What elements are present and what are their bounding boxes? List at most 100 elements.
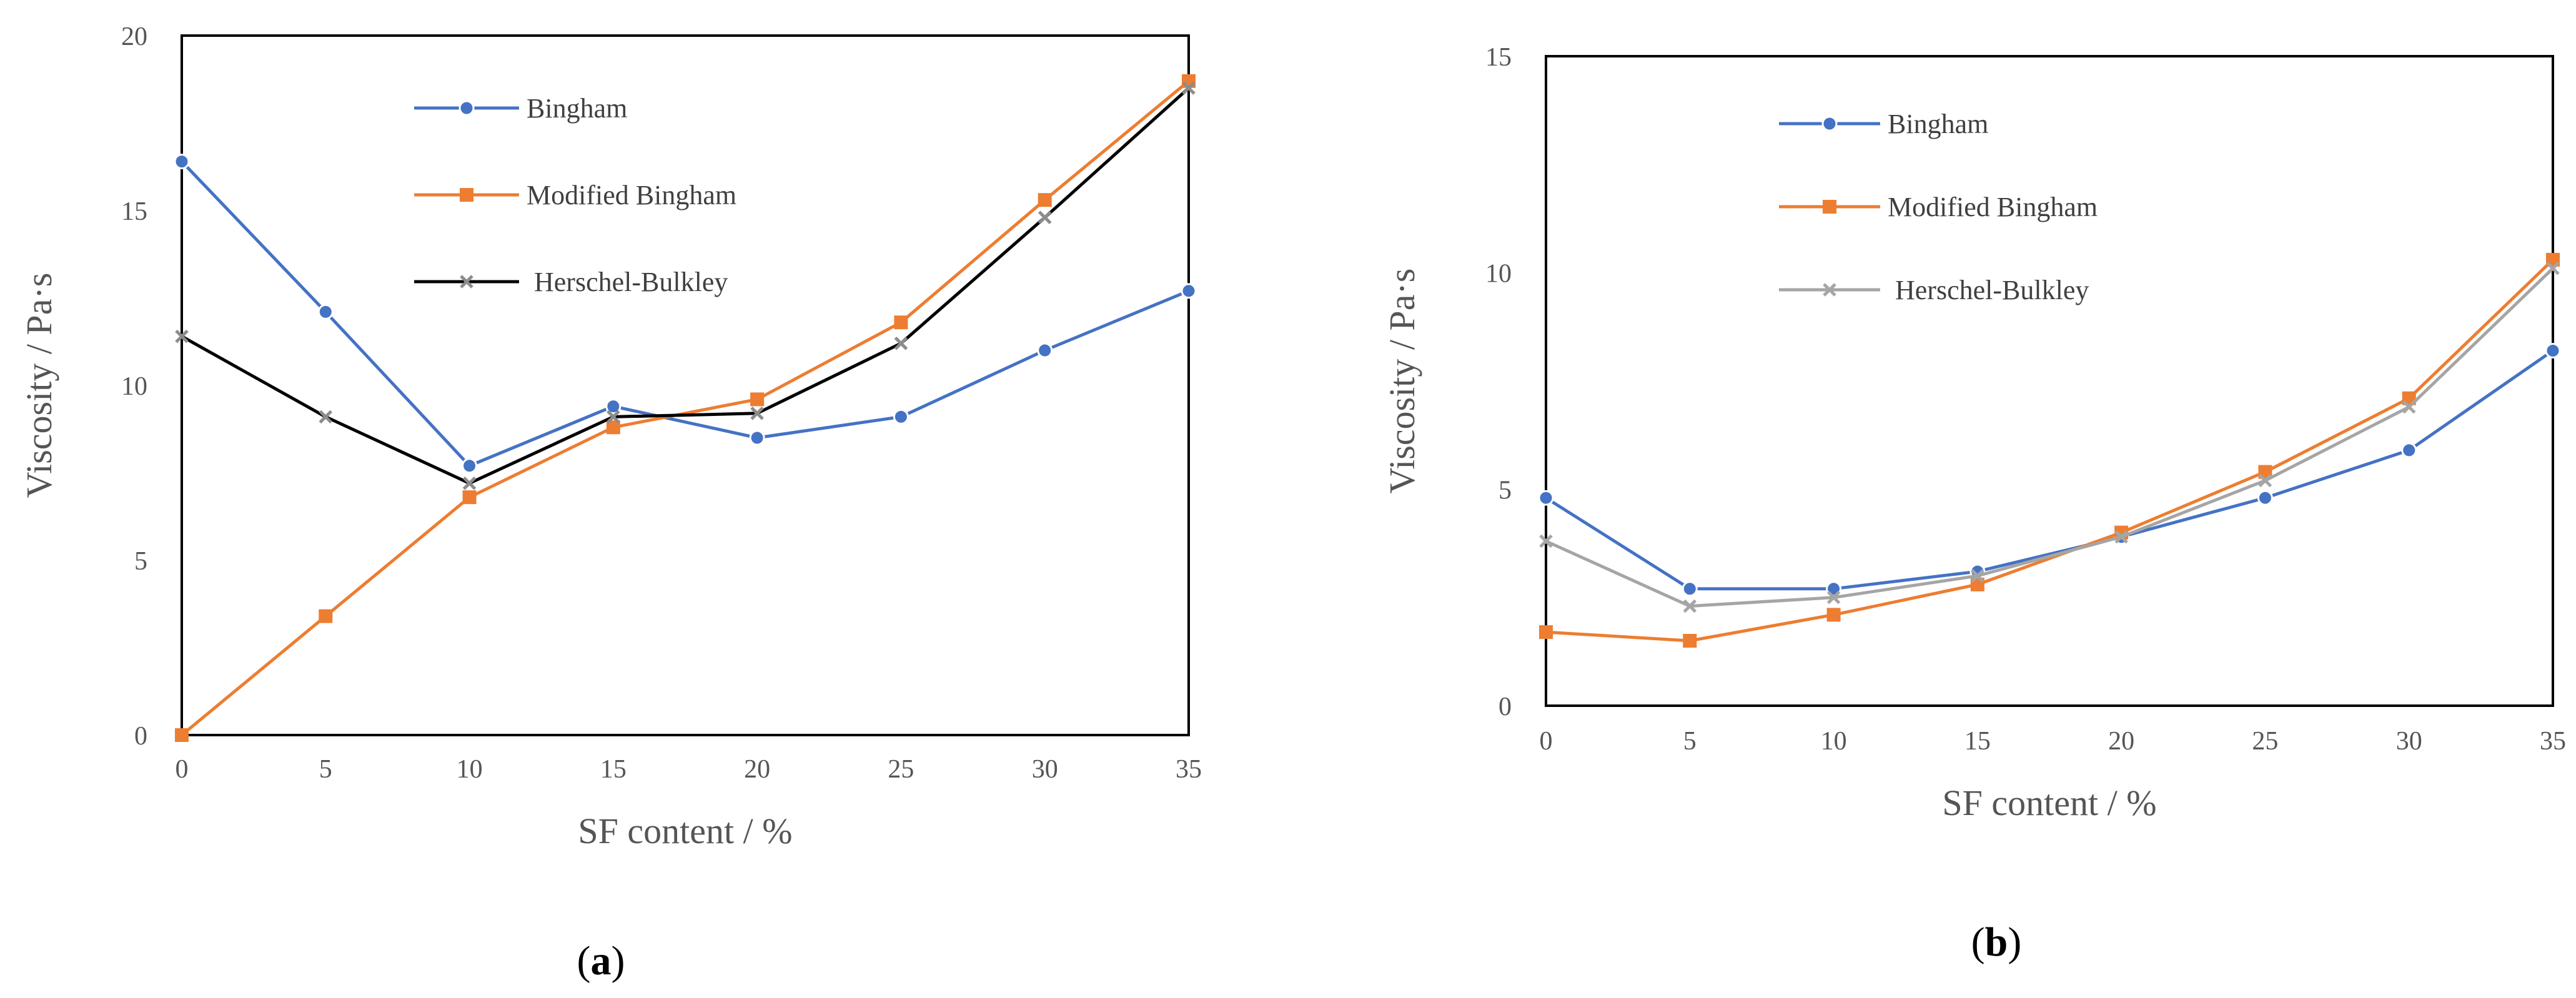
series-group-b — [1538, 252, 2561, 648]
data-point-x — [2402, 400, 2416, 414]
x-tick-label: 5 — [1683, 727, 1697, 756]
data-point-circle — [2257, 490, 2273, 506]
data-point-square — [175, 728, 189, 742]
data-point-square — [894, 315, 908, 330]
data-point-circle — [1682, 581, 1698, 597]
x-tick-labels-b: 0 5 10 15 20 25 30 35 — [1540, 727, 2567, 756]
series-group-a — [174, 74, 1197, 742]
data-point-circle — [1037, 342, 1053, 358]
data-point-circle — [1538, 490, 1554, 506]
y-tick-label: 10 — [121, 372, 147, 401]
data-point-x — [1539, 534, 1553, 548]
data-point-x — [607, 410, 620, 424]
legend-label: Bingham — [527, 93, 627, 124]
data-point-circle — [174, 154, 190, 170]
legend-marker — [1823, 283, 1836, 297]
data-point-square — [319, 609, 333, 623]
series-line-circle — [1545, 349, 2554, 591]
data-point-circle — [605, 398, 622, 415]
data-point-circle — [2401, 442, 2417, 458]
x-tick-label: 35 — [2540, 727, 2566, 756]
data-point-circle — [893, 408, 909, 425]
x-tick-label: 0 — [1540, 727, 1553, 756]
x-tick-labels-a: 0 5 10 15 20 25 30 35 — [176, 755, 1202, 784]
data-point-x — [1826, 590, 1841, 605]
y-tick-labels-b: 0 5 10 15 — [1485, 43, 1512, 721]
y-tick-label: 15 — [121, 197, 147, 226]
series-line-square — [1545, 259, 2554, 643]
y-tick-label: 20 — [121, 22, 147, 51]
y-tick-label: 0 — [1499, 693, 1512, 721]
x-tick-label: 25 — [888, 755, 914, 784]
y-tick-label: 5 — [1499, 476, 1512, 505]
legend-b: Bingham Modified Bingham Herschel-Bulkley — [1779, 109, 2098, 305]
x-tick-label: 10 — [1821, 727, 1847, 756]
data-point-x — [1038, 210, 1052, 224]
legend-marker — [1821, 116, 1838, 132]
data-point-circle — [462, 458, 478, 474]
x-tick-label: 15 — [1964, 727, 1991, 756]
series-line-x — [181, 87, 1190, 485]
panel-label-a: (a) — [577, 938, 625, 984]
x-tick-label: 15 — [600, 755, 627, 784]
data-point-square — [1539, 625, 1553, 640]
series-line-x — [1545, 267, 2554, 608]
data-point-circle — [749, 430, 765, 446]
data-point-square — [606, 420, 620, 435]
data-point-x — [894, 337, 908, 350]
x-tick-label: 20 — [2108, 727, 2134, 756]
data-point-x — [2114, 530, 2128, 544]
legend-label: Modified Bingham — [527, 180, 736, 210]
series-line-square — [181, 79, 1190, 736]
data-point-x — [1683, 599, 1697, 613]
legend-label: Bingham — [1888, 109, 1988, 139]
x-tick-label: 25 — [2252, 727, 2278, 756]
x-axis-title-a: SF content / % — [578, 811, 792, 851]
legend-marker — [1823, 200, 1836, 214]
data-point-x — [750, 407, 764, 420]
data-point-x — [2546, 261, 2560, 275]
chart-panel-a: 0 5 10 15 20 0 5 10 15 20 25 30 35 Bingham Modified … — [19, 22, 1202, 984]
legend-marker — [458, 100, 475, 116]
data-point-x — [319, 410, 333, 424]
legend-label: Modified Bingham — [1888, 192, 2098, 222]
data-point-circle — [1181, 283, 1197, 299]
x-tick-label: 10 — [457, 755, 483, 784]
y-tick-label: 5 — [134, 547, 147, 576]
legend-label: Herschel-Bulkley — [534, 267, 728, 297]
chart-panel-b: 0 5 10 15 0 5 10 15 20 25 30 35 Bingham Modified Bi… — [1382, 43, 2566, 965]
data-point-square — [1038, 193, 1052, 207]
data-point-x — [1971, 569, 1984, 583]
data-point-circle — [2545, 342, 2561, 358]
series-line-circle — [181, 160, 1189, 468]
x-tick-label: 30 — [2396, 727, 2422, 756]
data-point-x — [462, 477, 477, 490]
x-tick-label: 20 — [744, 755, 770, 784]
y-tick-label: 10 — [1485, 260, 1512, 289]
data-point-x — [2258, 473, 2272, 488]
data-point-square — [1683, 634, 1697, 648]
x-axis-title-b: SF content / % — [1942, 783, 2156, 823]
x-tick-label: 35 — [1176, 755, 1202, 784]
plot-area-a — [181, 34, 1190, 736]
y-axis-title-b: Viscosity / Pa·s — [1382, 269, 1422, 494]
y-axis-title-a: Viscosity / Pa·s — [19, 273, 59, 498]
y-tick-label: 0 — [134, 722, 147, 751]
data-point-circle — [317, 304, 334, 320]
panel-label-b: (b) — [1971, 919, 2022, 965]
y-tick-label: 15 — [1485, 43, 1512, 72]
data-point-square — [1826, 608, 1841, 622]
y-tick-labels-a: 0 5 10 15 20 — [121, 22, 147, 751]
data-point-square — [750, 392, 765, 407]
legend-marker — [460, 275, 473, 289]
legend-a: Bingham Modified Bingham Herschel-Bulkley — [414, 93, 736, 297]
x-tick-label: 30 — [1032, 755, 1058, 784]
x-tick-label: 0 — [176, 755, 189, 784]
x-tick-label: 5 — [319, 755, 332, 784]
legend-label: Herschel-Bulkley — [1895, 275, 2089, 305]
data-point-x — [1182, 81, 1196, 95]
legend-marker — [460, 188, 473, 202]
plot-area-b — [1545, 55, 2554, 707]
data-point-square — [462, 490, 477, 505]
